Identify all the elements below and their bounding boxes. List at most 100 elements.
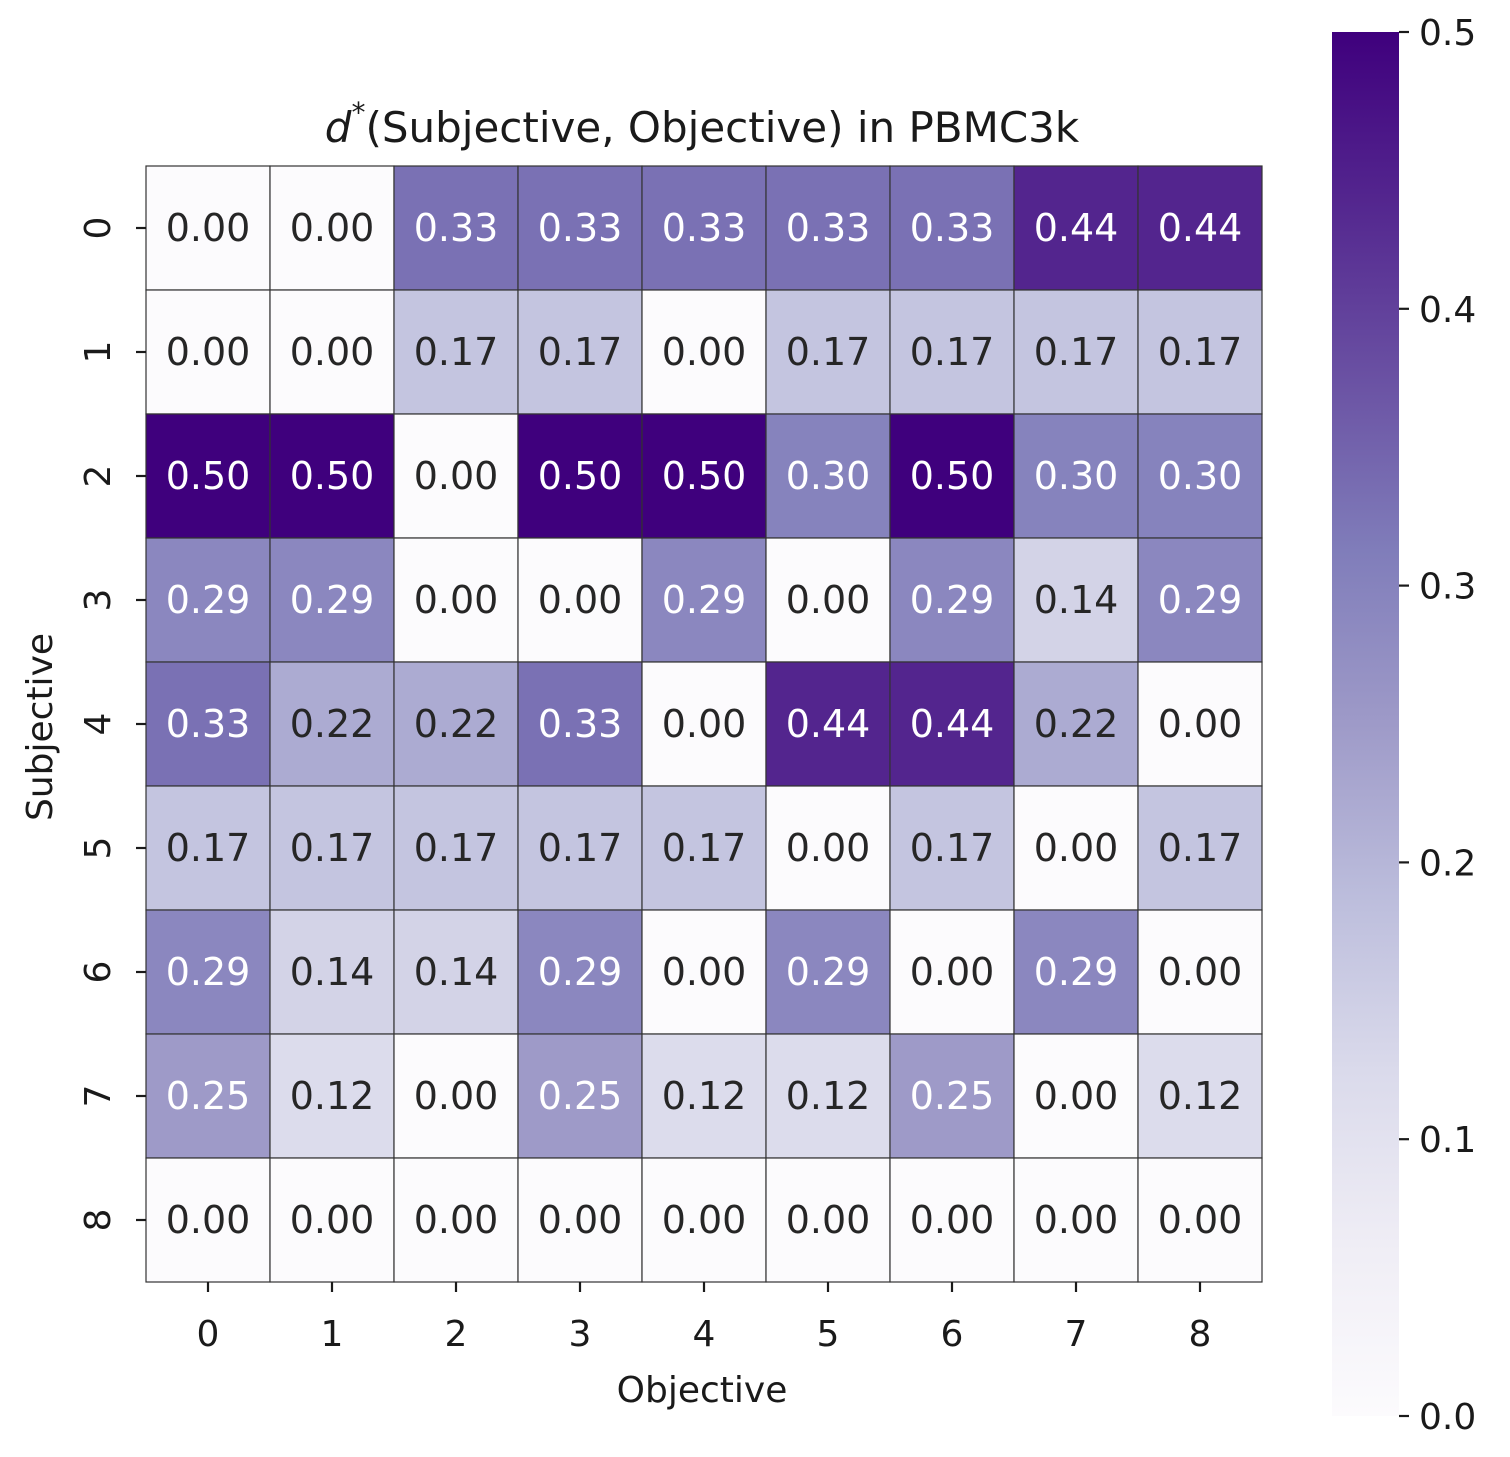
y-axis-ticks: 0 1 2 3 4 5 6 7 8 <box>78 217 146 1231</box>
cell-value-label: 0.00 <box>1158 1198 1243 1242</box>
cell-value-label: 0.33 <box>166 702 251 746</box>
heatmap-cell <box>517 289 643 415</box>
cell-value-label: 0.00 <box>290 330 375 374</box>
cell-value-label: 0.00 <box>1034 1074 1119 1118</box>
heatmap-cell <box>765 289 891 415</box>
cell-value-label: 0.44 <box>1034 206 1119 250</box>
heatmap-cell <box>393 165 519 291</box>
cell-value-label: 0.00 <box>538 578 623 622</box>
cell-value-label: 0.50 <box>910 454 995 498</box>
cell-value-label: 0.44 <box>1158 206 1243 250</box>
cell-value-label: 0.00 <box>910 1198 995 1242</box>
heatmap-cell <box>765 165 891 291</box>
cell-value-label: 0.17 <box>662 826 747 870</box>
cell-value-label: 0.00 <box>662 330 747 374</box>
x-tick-label: 8 <box>1189 1314 1212 1355</box>
heatmap-cell <box>1137 289 1263 415</box>
heatmap-cell <box>1013 289 1139 415</box>
heatmap-cell <box>641 413 767 539</box>
cell-value-label: 0.17 <box>538 826 623 870</box>
cell-value-label: 0.17 <box>538 330 623 374</box>
heatmap-cell <box>517 1157 643 1283</box>
cell-value-label: 0.17 <box>1034 330 1119 374</box>
cell-value-label: 0.50 <box>290 454 375 498</box>
colorbar-ticks: 0.0 0.1 0.2 0.3 0.4 0.5 <box>1399 13 1476 1438</box>
heatmap-cell <box>641 1157 767 1283</box>
x-tick-label: 3 <box>569 1314 592 1355</box>
heatmap-cell <box>889 1157 1015 1283</box>
cell-value-label: 0.14 <box>1034 578 1119 622</box>
cell-value-label: 0.00 <box>1158 702 1243 746</box>
cell-value-label: 0.12 <box>290 1074 375 1118</box>
cell-value-label: 0.50 <box>166 454 251 498</box>
heatmap-cell <box>269 537 395 663</box>
y-tick-label: 1 <box>78 341 119 364</box>
cell-value-label: 0.00 <box>662 950 747 994</box>
heatmap-cell <box>1013 165 1139 291</box>
heatmap-cell <box>889 413 1015 539</box>
heatmap-cell <box>517 785 643 911</box>
heatmap-cell <box>393 1157 519 1283</box>
cell-value-label: 0.29 <box>786 950 871 994</box>
heatmap-cell-labels: 0.00 0.00 0.33 0.33 0.33 0.33 0.33 0.44 0.44 0.00… <box>166 206 1243 1242</box>
heatmap-cell <box>393 909 519 1035</box>
cell-value-label: 0.17 <box>166 826 251 870</box>
cell-value-label: 0.50 <box>538 454 623 498</box>
heatmap-cell <box>889 661 1015 787</box>
cell-value-label: 0.00 <box>414 578 499 622</box>
cell-value-label: 0.00 <box>662 1198 747 1242</box>
heatmap-cell <box>145 1157 271 1283</box>
heatmap-cell <box>641 785 767 911</box>
y-tick-label: 2 <box>78 465 119 488</box>
y-tick-label: 0 <box>78 217 119 240</box>
heatmap-cell <box>1013 785 1139 911</box>
cell-value-label: 0.30 <box>786 454 871 498</box>
heatmap-cell <box>517 413 643 539</box>
cell-value-label: 0.22 <box>290 702 375 746</box>
y-tick-label: 3 <box>78 589 119 612</box>
cell-value-label: 0.17 <box>414 330 499 374</box>
heatmap-cell <box>269 661 395 787</box>
x-tick-label: 1 <box>321 1314 344 1355</box>
cell-value-label: 0.12 <box>662 1074 747 1118</box>
heatmap-cell <box>145 165 271 291</box>
y-axis-label: Subjective <box>20 633 61 821</box>
heatmap-cell <box>889 909 1015 1035</box>
cell-value-label: 0.00 <box>414 454 499 498</box>
cell-value-label: 0.29 <box>1034 950 1119 994</box>
cell-value-label: 0.00 <box>662 702 747 746</box>
heatmap-cell <box>269 165 395 291</box>
cell-value-label: 0.29 <box>538 950 623 994</box>
cell-value-label: 0.50 <box>662 454 747 498</box>
cell-value-label: 0.12 <box>786 1074 871 1118</box>
chart-title-rest: (Subjective, Objective) in PBMC3k <box>365 103 1079 152</box>
x-tick-label: 0 <box>197 1314 220 1355</box>
x-tick-label: 7 <box>1065 1314 1088 1355</box>
heatmap-cell <box>145 661 271 787</box>
colorbar-tick-label: 0.2 <box>1419 843 1476 884</box>
cell-value-label: 0.00 <box>786 578 871 622</box>
colorbar-tick-label: 0.3 <box>1419 567 1476 608</box>
cell-value-label: 0.00 <box>1034 826 1119 870</box>
cell-value-label: 0.00 <box>786 1198 871 1242</box>
heatmap-cell <box>517 1033 643 1159</box>
cell-value-label: 0.00 <box>1034 1198 1119 1242</box>
cell-value-label: 0.00 <box>166 1198 251 1242</box>
cell-value-label: 0.17 <box>290 826 375 870</box>
cell-value-label: 0.17 <box>1158 826 1243 870</box>
colorbar-tick-label: 0.5 <box>1419 13 1476 54</box>
heatmap-cell <box>269 785 395 911</box>
cell-value-label: 0.33 <box>414 206 499 250</box>
heatmap-cell <box>145 1033 271 1159</box>
x-tick-label: 4 <box>693 1314 716 1355</box>
cell-value-label: 0.33 <box>538 206 623 250</box>
heatmap-cell <box>1013 537 1139 663</box>
cell-value-label: 0.00 <box>910 950 995 994</box>
heatmap-cell <box>641 909 767 1035</box>
cell-value-label: 0.29 <box>1158 578 1243 622</box>
cell-value-label: 0.25 <box>538 1074 623 1118</box>
cell-value-label: 0.29 <box>166 578 251 622</box>
heatmap-cell <box>1137 661 1263 787</box>
cell-value-label: 0.00 <box>538 1198 623 1242</box>
cell-value-label: 0.00 <box>414 1074 499 1118</box>
